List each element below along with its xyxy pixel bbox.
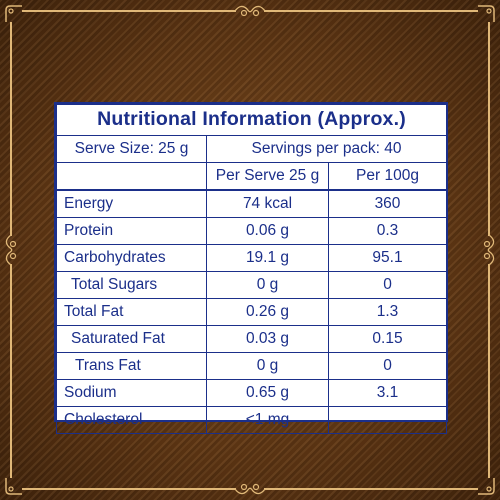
per-100g-value: 0.15 [327,325,448,353]
per-serve-value: 0 g [206,352,329,380]
per-serve-value: <1 mg [206,406,329,434]
table-row: Total Fat 0.26 g 1.3 [56,298,448,326]
corner-ornament-icon [478,478,495,495]
nutrient-label: Cholesterol [56,406,207,434]
per-serve-value: 0.06 g [206,217,329,245]
table-row: Saturated Fat 0.03 g 0.15 [56,325,448,353]
per-100g-value: 3.1 [327,379,448,407]
frame-line-top [22,10,236,12]
frame-line-left [10,22,12,236]
frame-line-right-bottom [488,264,490,478]
table-row: Energy 74 kcal 360 [56,189,448,218]
nutrient-label: Energy [56,189,207,218]
per-serve-value: 0.26 g [206,298,329,326]
table-title: Nutritional Information (Approx.) [55,104,448,136]
scroll-ornament-icon [5,234,17,266]
per-serve-value: 19.1 g [206,244,329,272]
per-100g-value: 0 [327,271,448,299]
per-100g-value: 0.3 [327,217,448,245]
corner-ornament-icon [478,5,495,22]
corner-ornament-icon [5,478,22,495]
frame-line-left-bottom [10,264,12,478]
corner-ornament-icon [5,5,22,22]
frame-line-bottom [22,488,236,490]
table-row: Protein 0.06 g 0.3 [56,217,448,245]
column-header-nutrient [56,162,207,191]
per-100g-value [327,406,448,434]
per-serve-value: 0 g [206,271,329,299]
per-100g-value: 1.3 [327,298,448,326]
per-serve-value: 74 kcal [206,189,329,218]
table-row: Trans Fat 0 g 0 [56,352,448,380]
scroll-ornament-icon [234,483,266,495]
nutrient-label: Protein [56,217,207,245]
per-serve-value: 0.65 g [206,379,329,407]
table-row: Carbohydrates 19.1 g 95.1 [56,244,448,272]
frame-line-top-right [264,10,478,12]
column-header-per-100g: Per 100g [327,162,448,191]
nutrient-label: Carbohydrates [56,244,207,272]
nutrient-label: Sodium [56,379,207,407]
serve-size: Serve Size: 25 g [56,135,207,163]
table-row: Sodium 0.65 g 3.1 [56,379,448,407]
table-row: Total Sugars 0 g 0 [56,271,448,299]
nutrient-label: Saturated Fat [56,325,207,353]
nutrient-label: Total Sugars [56,271,207,299]
per-100g-value: 95.1 [327,244,448,272]
nutrient-label: Trans Fat [56,352,207,380]
per-100g-value: 360 [327,189,448,218]
nutrition-table: Nutritional Information (Approx.) Serve … [55,104,448,434]
scroll-ornament-icon [234,5,266,17]
frame-line-bottom-right [264,488,478,490]
nutrition-panel: Nutritional Information (Approx.) Serve … [54,102,448,434]
column-header-row: Per Serve 25 g Per 100g [56,162,448,191]
column-header-per-serve: Per Serve 25 g [206,162,329,191]
per-100g-value: 0 [327,352,448,380]
frame-line-right [488,22,490,236]
serving-row: Serve Size: 25 g Servings per pack: 40 [56,135,448,163]
title-row: Nutritional Information (Approx.) [55,104,448,136]
scroll-ornament-icon [483,234,495,266]
table-row: Cholesterol <1 mg [56,406,448,434]
nutrient-label: Total Fat [56,298,207,326]
servings-per-pack: Servings per pack: 40 [205,135,448,163]
per-serve-value: 0.03 g [206,325,329,353]
